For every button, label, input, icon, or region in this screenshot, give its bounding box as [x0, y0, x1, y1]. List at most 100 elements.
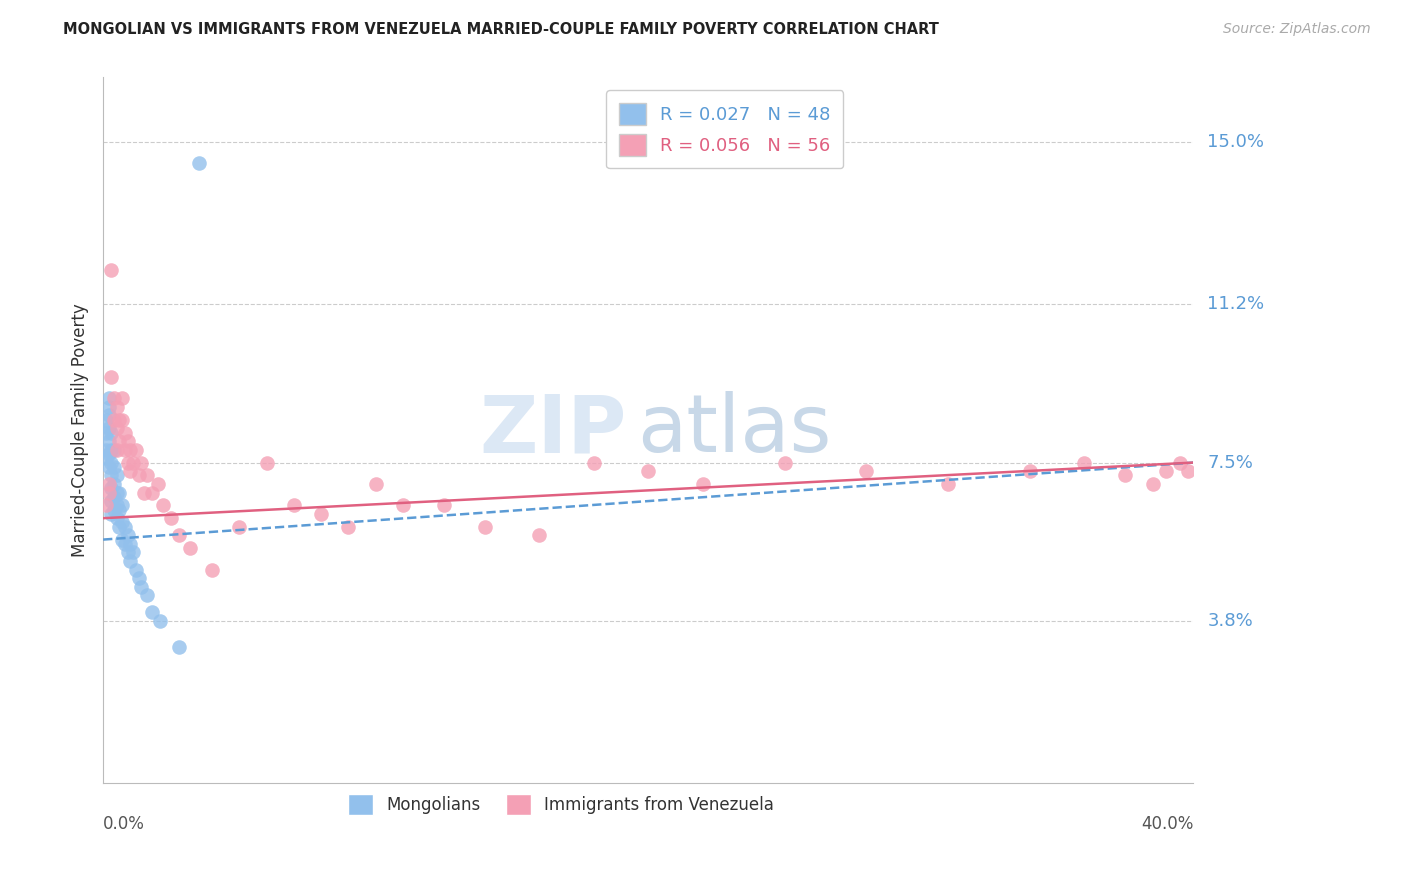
Point: [105, 468, 128, 483]
Point: [111, 516, 134, 530]
Point: [100, 494, 122, 508]
Point: [692, 477, 714, 491]
Point: [120, 554, 142, 568]
Point: [474, 520, 496, 534]
Point: [105, 421, 128, 435]
Point: [94, 413, 117, 427]
Point: [152, 499, 174, 513]
Point: [433, 499, 456, 513]
Point: [309, 507, 332, 521]
Point: [125, 442, 148, 457]
Point: [100, 263, 122, 277]
Point: [111, 392, 134, 406]
Point: [97, 477, 120, 491]
Point: [228, 520, 250, 534]
Point: [582, 456, 605, 470]
Point: [187, 156, 209, 170]
Point: [135, 588, 157, 602]
Point: [392, 499, 415, 513]
Text: 7.5%: 7.5%: [1208, 453, 1253, 472]
Point: [103, 392, 125, 406]
Point: [103, 442, 125, 457]
Text: Source: ZipAtlas.com: Source: ZipAtlas.com: [1223, 22, 1371, 37]
Point: [773, 456, 796, 470]
Point: [97, 459, 120, 474]
Point: [100, 425, 122, 440]
Point: [1154, 464, 1177, 478]
Point: [108, 502, 131, 516]
Point: [141, 485, 163, 500]
Point: [179, 541, 201, 556]
Text: 40.0%: 40.0%: [1142, 815, 1194, 833]
Point: [114, 537, 136, 551]
Point: [105, 499, 128, 513]
Point: [125, 562, 148, 576]
Point: [117, 528, 139, 542]
Point: [117, 545, 139, 559]
Point: [256, 456, 278, 470]
Point: [97, 485, 120, 500]
Point: [97, 409, 120, 423]
Point: [114, 442, 136, 457]
Point: [201, 562, 224, 576]
Point: [105, 511, 128, 525]
Point: [100, 468, 122, 483]
Point: [103, 459, 125, 474]
Point: [111, 499, 134, 513]
Point: [129, 580, 152, 594]
Point: [1142, 477, 1164, 491]
Point: [117, 434, 139, 449]
Point: [129, 456, 152, 470]
Point: [114, 520, 136, 534]
Point: [97, 434, 120, 449]
Point: [120, 442, 142, 457]
Point: [100, 481, 122, 495]
Point: [94, 442, 117, 457]
Point: [105, 400, 128, 414]
Point: [108, 520, 131, 534]
Point: [105, 442, 128, 457]
Text: ZIP: ZIP: [479, 392, 627, 469]
Point: [103, 477, 125, 491]
Y-axis label: Married-Couple Family Poverty: Married-Couple Family Poverty: [72, 303, 89, 558]
Text: 3.8%: 3.8%: [1208, 612, 1253, 630]
Point: [100, 370, 122, 384]
Point: [160, 511, 183, 525]
Point: [936, 477, 959, 491]
Text: 11.2%: 11.2%: [1208, 295, 1264, 313]
Point: [105, 485, 128, 500]
Point: [120, 464, 142, 478]
Point: [120, 537, 142, 551]
Point: [108, 434, 131, 449]
Text: atlas: atlas: [637, 392, 832, 469]
Point: [337, 520, 360, 534]
Point: [100, 456, 122, 470]
Point: [100, 442, 122, 457]
Point: [855, 464, 877, 478]
Point: [103, 502, 125, 516]
Point: [108, 413, 131, 427]
Text: MONGOLIAN VS IMMIGRANTS FROM VENEZUELA MARRIED-COUPLE FAMILY POVERTY CORRELATION: MONGOLIAN VS IMMIGRANTS FROM VENEZUELA M…: [63, 22, 939, 37]
Point: [132, 485, 155, 500]
Point: [97, 447, 120, 461]
Point: [637, 464, 659, 478]
Point: [135, 468, 157, 483]
Point: [100, 507, 122, 521]
Point: [149, 614, 172, 628]
Point: [1168, 456, 1191, 470]
Point: [529, 528, 551, 542]
Point: [94, 451, 117, 466]
Point: [122, 456, 145, 470]
Point: [114, 425, 136, 440]
Point: [128, 571, 150, 585]
Point: [94, 425, 117, 440]
Point: [141, 605, 163, 619]
Point: [103, 490, 125, 504]
Point: [169, 640, 191, 654]
Point: [128, 468, 150, 483]
Point: [364, 477, 387, 491]
Text: 15.0%: 15.0%: [1208, 133, 1264, 151]
Point: [169, 528, 191, 542]
Point: [283, 499, 305, 513]
Text: 0.0%: 0.0%: [103, 815, 145, 833]
